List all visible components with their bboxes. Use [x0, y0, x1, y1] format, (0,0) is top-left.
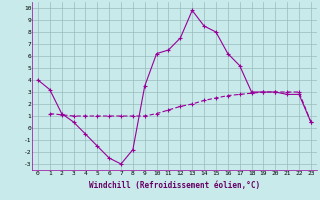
X-axis label: Windchill (Refroidissement éolien,°C): Windchill (Refroidissement éolien,°C) [89, 181, 260, 190]
